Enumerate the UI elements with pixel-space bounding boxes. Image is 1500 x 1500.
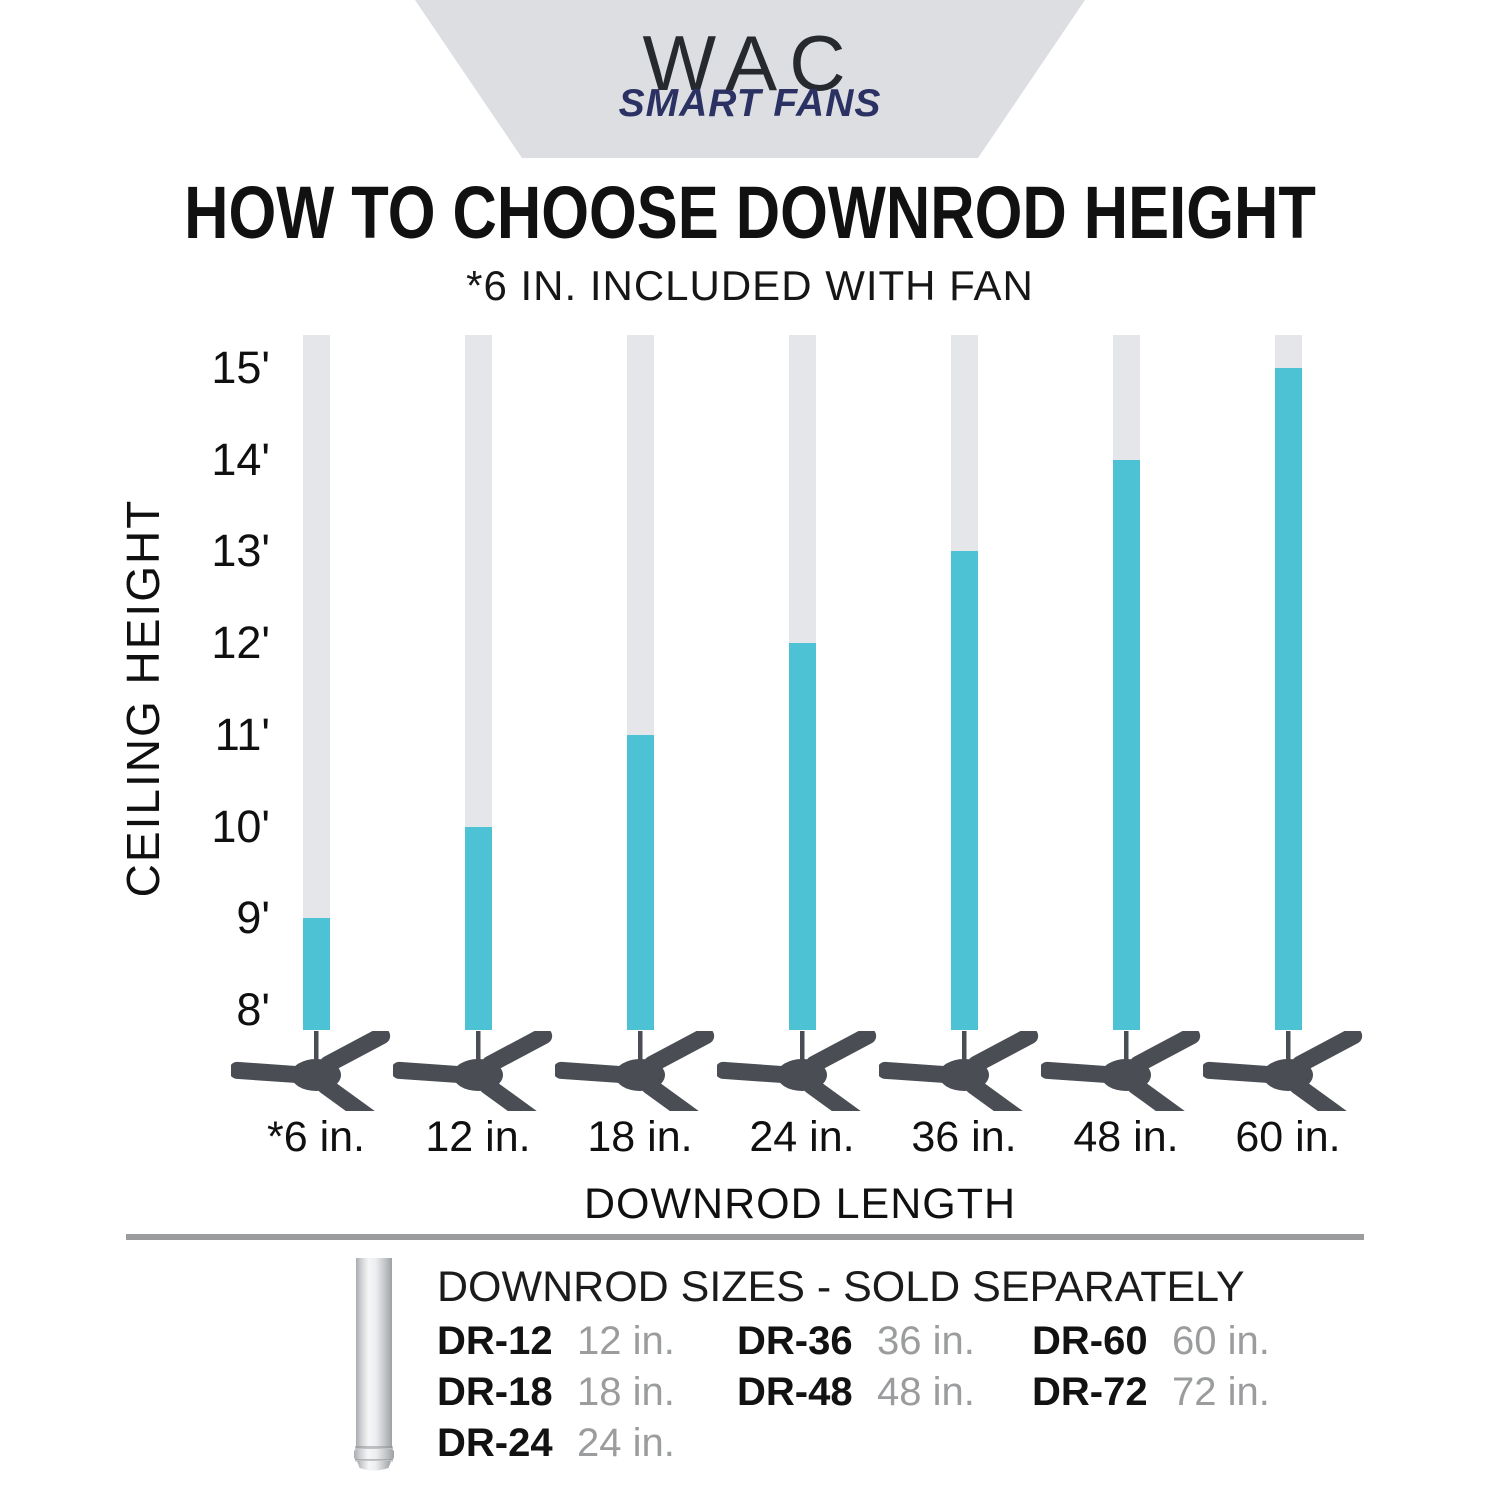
bar-fill — [1112, 459, 1140, 1030]
x-tick-label: 12 in. — [425, 1113, 531, 1161]
x-axis-title: DOWNROD LENGTH — [583, 1180, 1017, 1228]
page-title: HOW TO CHOOSE DOWNROD HEIGHT — [184, 171, 1316, 254]
downrod-model: DR-36 — [737, 1319, 853, 1363]
ceiling-fan-icon — [393, 1031, 553, 1111]
brand-logo: WAC — [642, 19, 858, 107]
x-tick-label: 48 in. — [1073, 1113, 1179, 1161]
size-table-column: DR-36 36 in. DR-48 48 in. — [737, 1316, 975, 1418]
downrod-image — [354, 1258, 394, 1471]
x-tick-label: 24 in. — [749, 1113, 855, 1161]
y-tick-label: 9' — [236, 892, 270, 944]
downrod-length: 24 in. — [577, 1421, 675, 1465]
downrod-size-row: DR-12 12 in. — [437, 1316, 675, 1367]
downrod-length: 18 in. — [577, 1370, 675, 1414]
downrod-length: 72 in. — [1172, 1370, 1270, 1414]
y-tick-label: 13' — [211, 525, 270, 577]
downrod-sizes-heading: DOWNROD SIZES - SOLD SEPARATELY — [437, 1263, 1245, 1311]
downrod-model: DR-60 — [1032, 1319, 1148, 1363]
y-tick-label: 8' — [236, 983, 270, 1035]
x-tick-label: *6 in. — [266, 1113, 365, 1161]
y-tick-label: 14' — [211, 433, 270, 485]
brand-tagline: SMART FANS — [618, 82, 882, 125]
downrod-length: 12 in. — [577, 1319, 675, 1363]
page-subtitle: *6 IN. INCLUDED WITH FAN — [466, 262, 1034, 309]
size-table-column: DR-12 12 in. DR-18 18 in. DR-24 24 in. — [437, 1316, 675, 1469]
ceiling-fan-icon — [555, 1031, 715, 1111]
downrod-model: DR-48 — [737, 1370, 853, 1414]
downrod-model: DR-24 — [437, 1421, 553, 1465]
downrod-model: DR-18 — [437, 1370, 553, 1414]
ceiling-fan-icon — [1203, 1031, 1363, 1111]
ceiling-fan-icon — [1041, 1031, 1201, 1111]
bar-fill — [626, 734, 654, 1030]
downrod-size-row: DR-36 36 in. — [737, 1316, 975, 1367]
size-table-column: DR-60 60 in. DR-72 72 in. — [1032, 1316, 1270, 1418]
ceiling-fan-icon — [231, 1031, 391, 1111]
downrod-length: 36 in. — [877, 1319, 975, 1363]
bar-fill — [302, 918, 330, 1030]
downrod-size-row: DR-60 60 in. — [1032, 1316, 1270, 1367]
downrod-size-row: DR-24 24 in. — [437, 1418, 675, 1469]
x-tick-label: 60 in. — [1235, 1113, 1341, 1161]
x-tick-label: 36 in. — [911, 1113, 1017, 1161]
ceiling-fan-icon — [717, 1031, 877, 1111]
downrod-model: DR-72 — [1032, 1370, 1148, 1414]
downrod-length: 48 in. — [877, 1370, 975, 1414]
brand-banner: WAC SMART FANS — [415, 0, 1085, 158]
bar-fill — [950, 551, 978, 1030]
bar-fill — [1274, 368, 1302, 1030]
bar-track — [302, 335, 330, 1030]
y-tick-label: 15' — [211, 342, 270, 393]
x-tick-label: 18 in. — [587, 1113, 693, 1161]
y-tick-label: 12' — [211, 617, 270, 669]
y-tick-label: 10' — [211, 800, 270, 852]
downrod-length: 60 in. — [1172, 1319, 1270, 1363]
downrod-model: DR-12 — [437, 1319, 553, 1363]
bar-fill — [788, 643, 816, 1030]
divider — [126, 1234, 1364, 1240]
bar-fill — [464, 826, 492, 1030]
downrod-size-row: DR-48 48 in. — [737, 1367, 975, 1418]
downrod-size-row: DR-18 18 in. — [437, 1367, 675, 1418]
ceiling-fan-icon — [879, 1031, 1039, 1111]
y-tick-label: 11' — [214, 708, 270, 760]
downrod-size-row: DR-72 72 in. — [1032, 1367, 1270, 1418]
